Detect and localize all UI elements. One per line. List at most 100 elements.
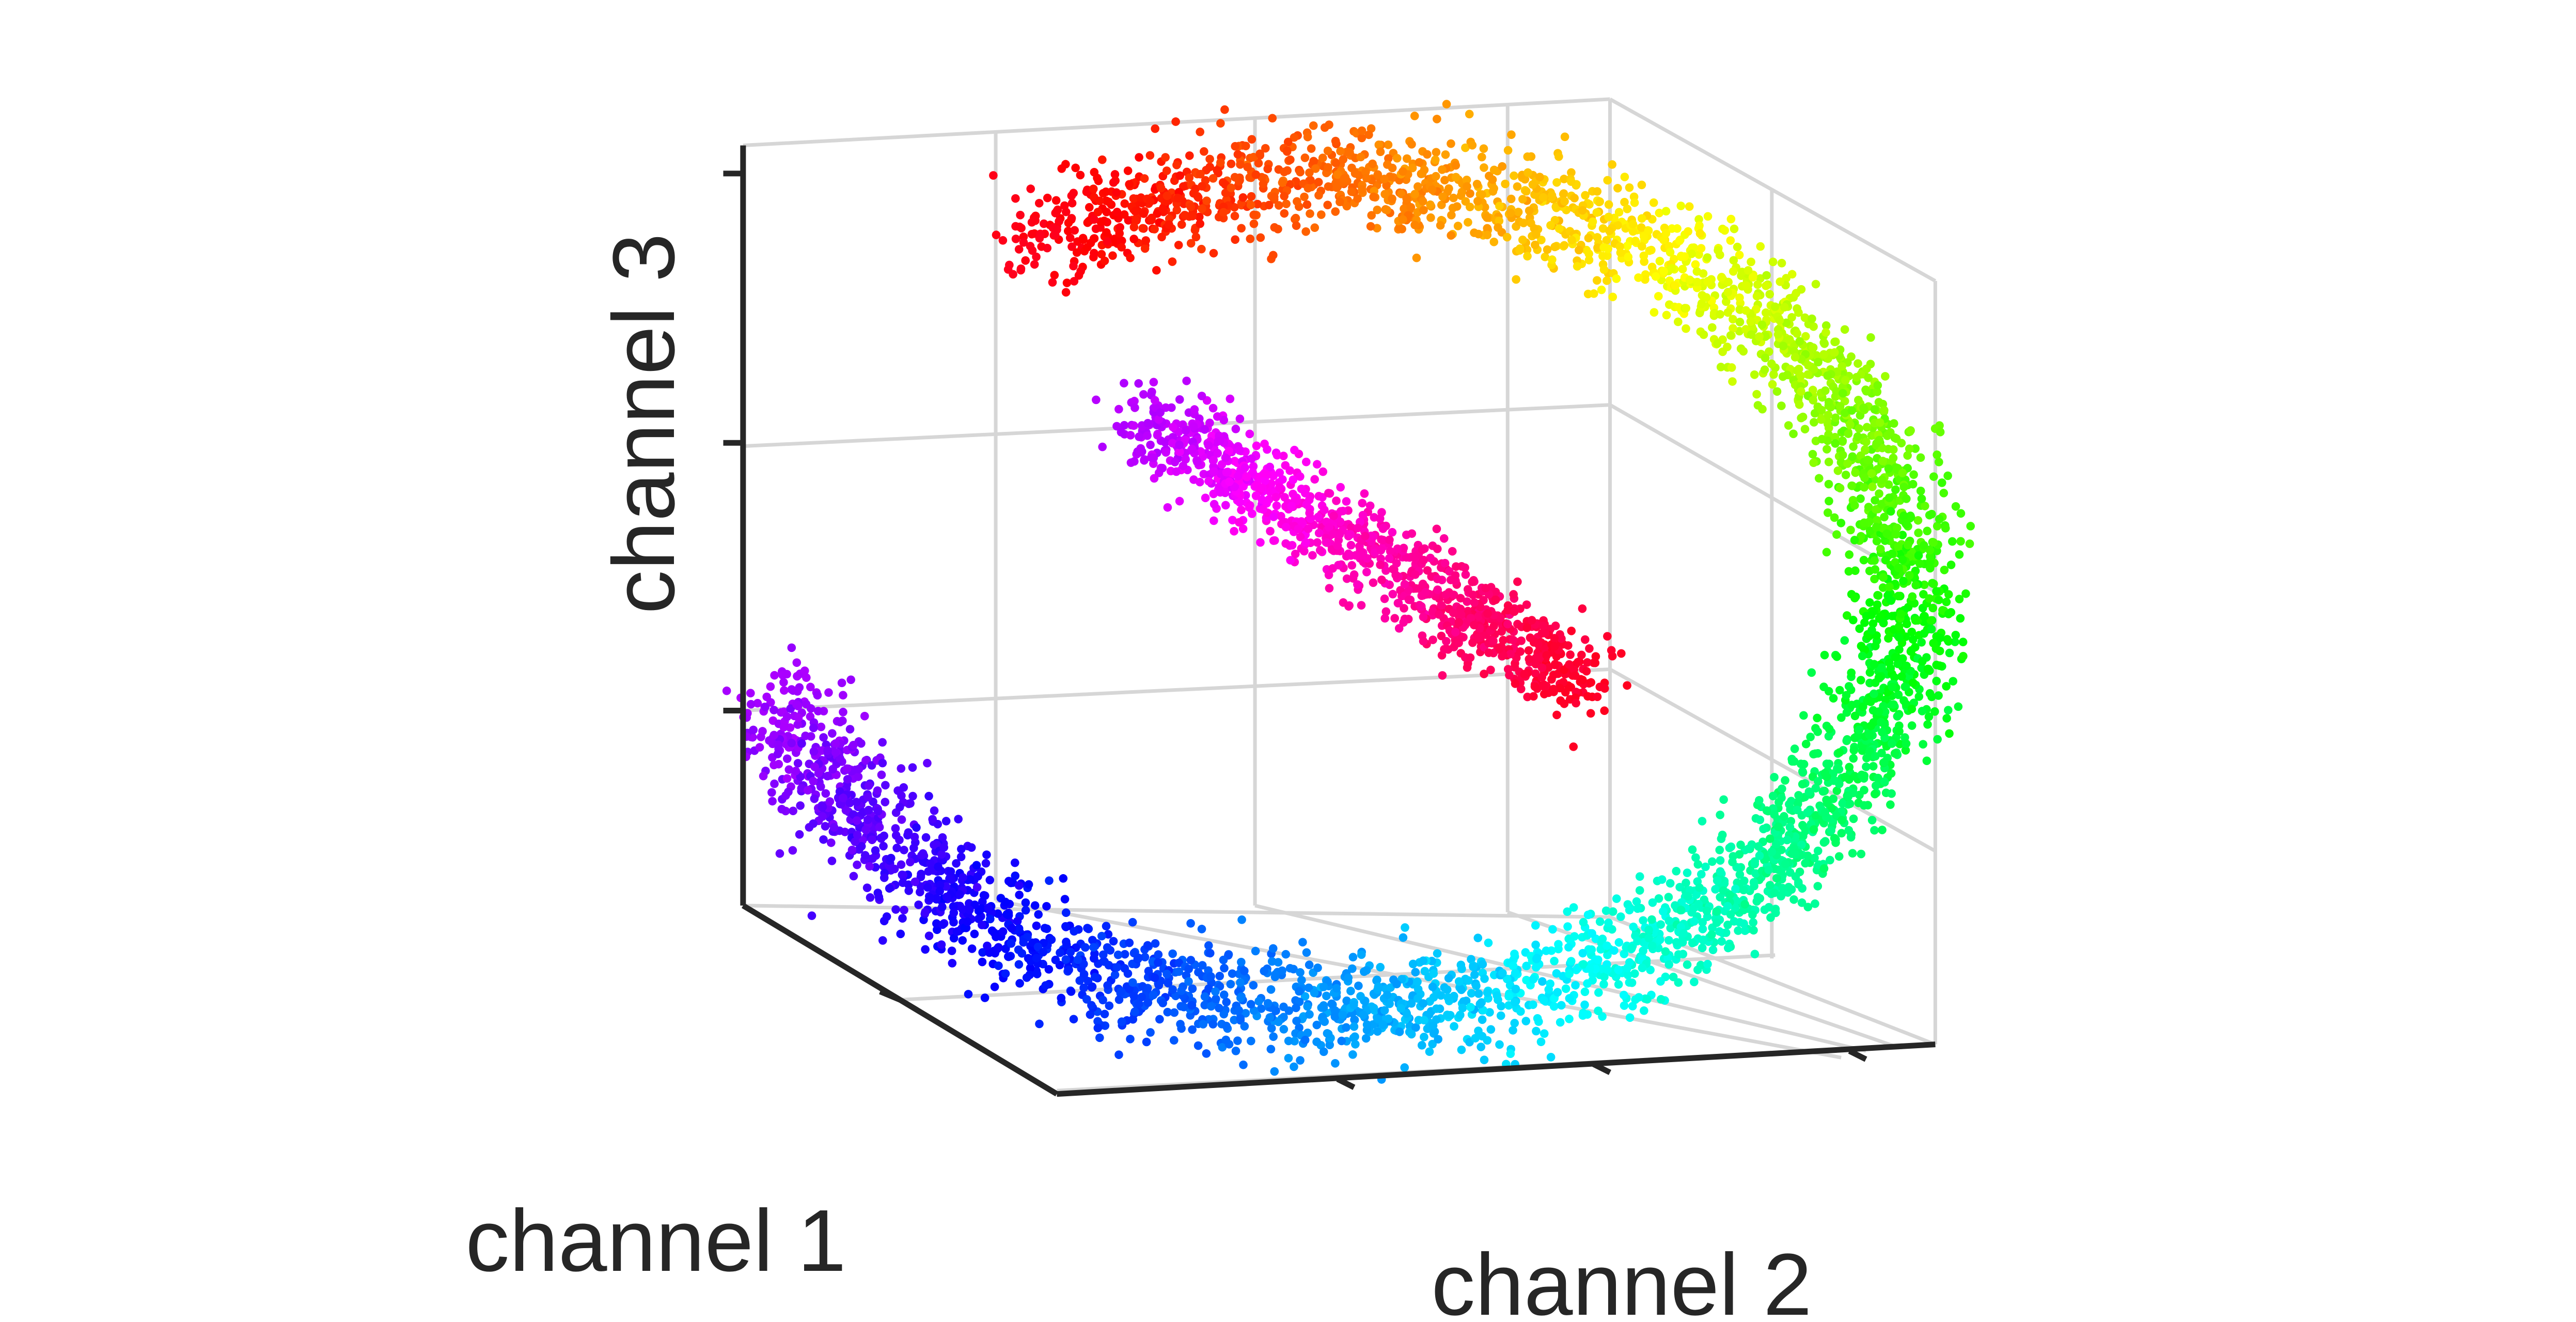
scatter-point xyxy=(1808,385,1817,395)
scatter-point xyxy=(786,723,795,732)
scatter-point xyxy=(1916,453,1925,462)
scatter-point xyxy=(1664,960,1674,969)
scatter-point xyxy=(1281,950,1291,959)
scatter-point xyxy=(1750,950,1760,959)
scatter-point xyxy=(1428,982,1437,991)
scatter-point xyxy=(1380,175,1389,183)
scatter-point xyxy=(1505,671,1514,680)
scatter-point xyxy=(1259,505,1267,514)
scatter-point xyxy=(1946,561,1956,569)
scatter-point xyxy=(1451,173,1460,182)
scatter-point xyxy=(1716,811,1724,819)
scatter-point xyxy=(1237,505,1246,515)
scatter-point xyxy=(1286,155,1295,164)
scatter-point xyxy=(1238,193,1248,202)
scatter-point xyxy=(1282,199,1291,208)
scatter-point xyxy=(1050,271,1059,279)
scatter-point xyxy=(829,823,839,832)
scatter-point xyxy=(1849,745,1859,755)
scatter-point xyxy=(1108,251,1117,260)
scatter-point xyxy=(1333,541,1342,550)
scatter-point xyxy=(746,699,756,709)
scatter-point xyxy=(1581,191,1590,200)
scatter-point xyxy=(1336,197,1344,207)
scatter-point xyxy=(1070,277,1079,286)
scatter-point xyxy=(1503,619,1512,629)
scatter-point xyxy=(1243,163,1252,172)
scatter-point xyxy=(1854,396,1863,405)
scatter-point xyxy=(985,948,994,957)
scatter-point xyxy=(1067,242,1076,251)
scatter-point xyxy=(1750,857,1760,866)
scatter-point xyxy=(782,774,792,783)
scatter-point xyxy=(1199,1020,1207,1029)
scatter-point xyxy=(1723,921,1732,929)
scatter-point xyxy=(980,993,989,1002)
scatter-point xyxy=(1915,559,1924,568)
scatter-point xyxy=(1583,658,1592,667)
scatter-point xyxy=(1269,1032,1278,1041)
scatter-point xyxy=(1440,176,1449,185)
scatter-point xyxy=(1158,999,1167,1007)
scatter-point xyxy=(1749,878,1758,887)
scatter-point xyxy=(1748,910,1757,919)
scatter-point xyxy=(1314,178,1323,186)
scatter-point xyxy=(1861,445,1870,454)
scatter-point xyxy=(1570,671,1580,680)
scatter-point xyxy=(1447,231,1455,240)
scatter-point xyxy=(1185,173,1194,182)
scatter-point xyxy=(1906,647,1915,656)
scatter-point xyxy=(1048,223,1058,232)
scatter-point xyxy=(1527,616,1536,625)
scatter-point xyxy=(792,700,801,709)
scatter-point xyxy=(1595,197,1605,206)
scatter-point xyxy=(758,727,767,736)
scatter-point xyxy=(1376,962,1385,972)
scatter-point xyxy=(1673,224,1682,233)
scatter-point xyxy=(1871,781,1880,790)
scatter-point xyxy=(1312,1020,1322,1030)
scatter-point xyxy=(802,699,811,709)
scatter-point xyxy=(1061,908,1071,917)
scatter-point xyxy=(1456,1010,1465,1020)
scatter-point xyxy=(1893,659,1903,668)
scatter-point xyxy=(1800,425,1810,433)
scatter-point xyxy=(1479,144,1488,153)
scatter-point xyxy=(1831,413,1840,423)
scatter-point xyxy=(899,783,908,792)
scatter-point xyxy=(1070,927,1079,936)
scatter-point xyxy=(1193,1041,1203,1050)
scatter-point xyxy=(1480,203,1489,212)
scatter-point xyxy=(885,884,894,893)
scatter-point xyxy=(1209,456,1218,464)
scatter-point xyxy=(1561,688,1570,697)
scatter-point xyxy=(1239,482,1248,491)
scatter-point xyxy=(1814,777,1823,786)
scatter-point xyxy=(1789,429,1798,439)
scatter-point xyxy=(1565,1015,1574,1023)
scatter-point xyxy=(1220,105,1229,114)
scatter-point xyxy=(1649,198,1658,207)
scatter-point xyxy=(1270,536,1279,545)
scatter-point xyxy=(1512,275,1520,284)
scatter-point xyxy=(1385,554,1394,563)
scatter-point xyxy=(773,750,782,758)
scatter-point xyxy=(1169,1036,1179,1045)
scatter-point xyxy=(1719,795,1728,804)
scatter-point xyxy=(942,892,951,901)
scatter-point xyxy=(1120,964,1129,973)
scatter-point xyxy=(1811,811,1820,820)
scatter-point xyxy=(1901,519,1910,528)
scatter-point xyxy=(1855,424,1864,433)
scatter-point xyxy=(1241,142,1250,150)
scatter-point xyxy=(1186,919,1195,928)
scatter-point xyxy=(1844,826,1854,835)
scatter-point xyxy=(1088,936,1097,945)
scatter-point xyxy=(1114,1050,1123,1059)
scatter-point xyxy=(1759,825,1768,833)
scatter-point xyxy=(1507,130,1516,139)
scatter-point xyxy=(1583,692,1592,701)
scatter-point xyxy=(1895,727,1904,736)
scatter-point xyxy=(1461,143,1470,152)
scatter-point xyxy=(1776,277,1785,286)
